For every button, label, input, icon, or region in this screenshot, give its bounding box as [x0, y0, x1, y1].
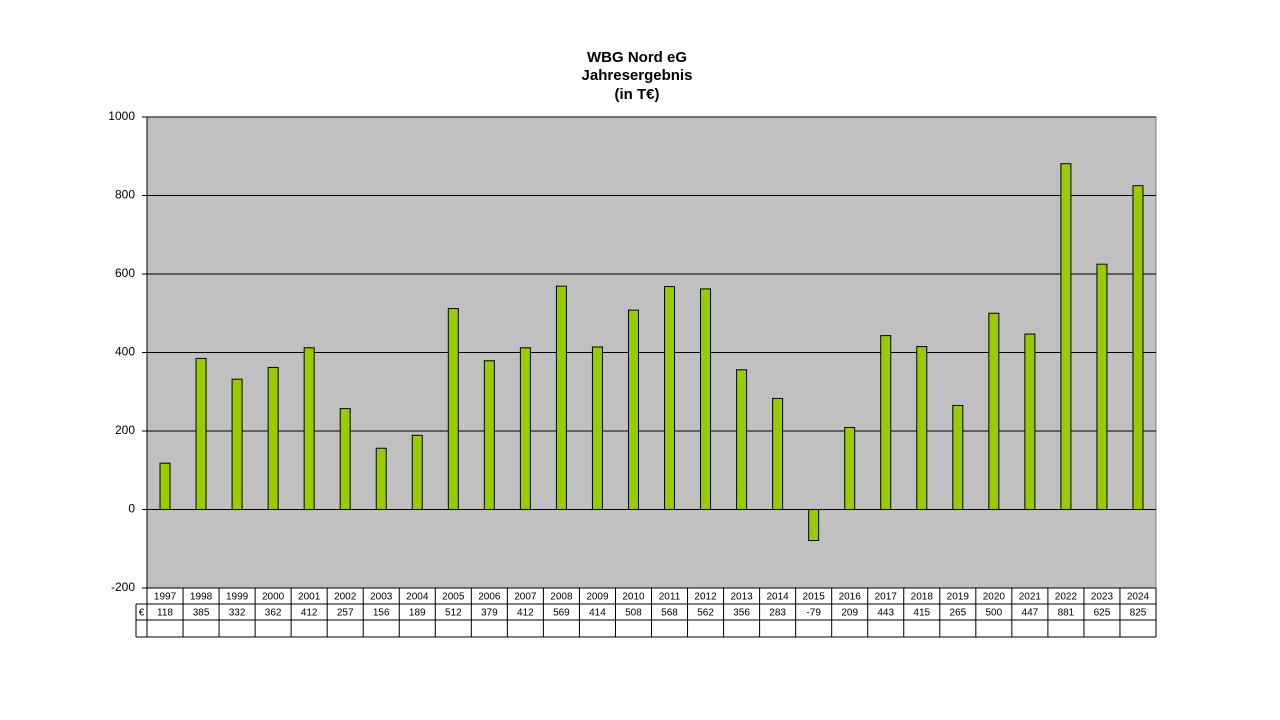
- table-value: 512: [445, 608, 462, 619]
- y-tick-label: 200: [115, 423, 135, 437]
- bar: [231, 378, 243, 510]
- table-value: 568: [661, 608, 678, 619]
- table-value: 562: [697, 608, 714, 619]
- bar: [844, 426, 856, 510]
- bar: [1024, 333, 1036, 510]
- x-tick-label: 2012: [694, 592, 717, 603]
- chart-title: WBG Nord eG: [587, 49, 687, 66]
- table-value: -79: [806, 608, 821, 619]
- x-tick-label: 1997: [154, 592, 177, 603]
- table-value: 332: [229, 608, 246, 619]
- bar: [700, 288, 712, 511]
- table-value: 356: [733, 608, 750, 619]
- x-tick-label: 2017: [875, 592, 898, 603]
- table-value: 447: [1022, 608, 1039, 619]
- legend-label: €: [139, 608, 145, 619]
- table-value: 189: [409, 608, 426, 619]
- x-tick-label: 2001: [298, 592, 321, 603]
- x-tick-label: 2008: [550, 592, 573, 603]
- x-tick-label: 2023: [1091, 592, 1114, 603]
- x-tick-label: 2019: [947, 592, 970, 603]
- x-tick-label: 2007: [514, 592, 537, 603]
- x-tick-label: 2009: [586, 592, 609, 603]
- bar: [627, 309, 639, 510]
- bar: [1096, 263, 1108, 510]
- bar: [772, 397, 784, 510]
- x-tick-label: 1999: [226, 592, 249, 603]
- bar: [411, 434, 423, 511]
- x-tick-label: 2018: [911, 592, 934, 603]
- x-tick-label: 2006: [478, 592, 501, 603]
- table-value: 412: [301, 608, 318, 619]
- x-tick-label: 2020: [983, 592, 1006, 603]
- table-value: 500: [985, 608, 1002, 619]
- table-value: 362: [265, 608, 282, 619]
- x-tick-label: 2016: [839, 592, 862, 603]
- x-tick-label: 2021: [1019, 592, 1042, 603]
- bar: [736, 369, 748, 510]
- x-tick-label: 2000: [262, 592, 285, 603]
- y-tick-label: 600: [115, 266, 135, 280]
- bar: [916, 346, 928, 510]
- table-value: 209: [841, 608, 858, 619]
- table-value: 156: [373, 608, 390, 619]
- x-tick-label: 2005: [442, 592, 465, 603]
- bar: [591, 346, 603, 510]
- bar: [519, 347, 531, 511]
- bar: [952, 404, 964, 510]
- chart-title: (in T€): [615, 86, 660, 103]
- x-tick-label: 1998: [190, 592, 213, 603]
- table-value: 415: [913, 608, 930, 619]
- table-value: 443: [877, 608, 894, 619]
- y-tick-label: 400: [115, 345, 135, 359]
- y-tick-label: 800: [115, 188, 135, 202]
- bar: [1132, 185, 1144, 510]
- bar: [159, 462, 171, 510]
- table-value: 508: [625, 608, 642, 619]
- table-value: 569: [553, 608, 570, 619]
- x-tick-label: 2003: [370, 592, 393, 603]
- y-tick-label: 0: [128, 502, 135, 516]
- table-value: 257: [337, 608, 354, 619]
- x-tick-label: 2024: [1127, 592, 1150, 603]
- bar: [447, 308, 459, 511]
- y-tick-label: 1000: [108, 109, 135, 123]
- table-value: 283: [769, 608, 786, 619]
- table-value: 412: [517, 608, 534, 619]
- table-value: 625: [1094, 608, 1111, 619]
- x-tick-label: 2022: [1055, 592, 1078, 603]
- bar: [988, 312, 1000, 510]
- x-tick-label: 2015: [803, 592, 826, 603]
- bar: [664, 286, 676, 510]
- bar: [195, 357, 207, 511]
- bar: [267, 366, 279, 511]
- bar: [555, 285, 567, 511]
- chart-title: Jahresergebnis: [582, 67, 693, 84]
- table-value: 118: [157, 608, 173, 619]
- bar: [1060, 163, 1072, 511]
- table-value: 265: [949, 608, 966, 619]
- bar: [339, 408, 351, 510]
- table-value: 825: [1130, 608, 1147, 619]
- bar: [880, 335, 892, 510]
- y-tick-label: -200: [111, 580, 135, 594]
- x-tick-label: 2002: [334, 592, 357, 603]
- bar: [483, 360, 495, 510]
- table-value: 414: [589, 608, 606, 619]
- bar: [303, 347, 315, 511]
- x-tick-label: 2013: [730, 592, 753, 603]
- table-value: 881: [1058, 608, 1075, 619]
- table-value: 385: [193, 608, 210, 619]
- bar: [808, 509, 820, 542]
- table-value: 379: [481, 608, 498, 619]
- x-tick-label: 2011: [659, 592, 681, 603]
- x-tick-label: 2014: [767, 592, 790, 603]
- x-tick-label: 2010: [622, 592, 645, 603]
- bar: [375, 447, 387, 510]
- x-tick-label: 2004: [406, 592, 429, 603]
